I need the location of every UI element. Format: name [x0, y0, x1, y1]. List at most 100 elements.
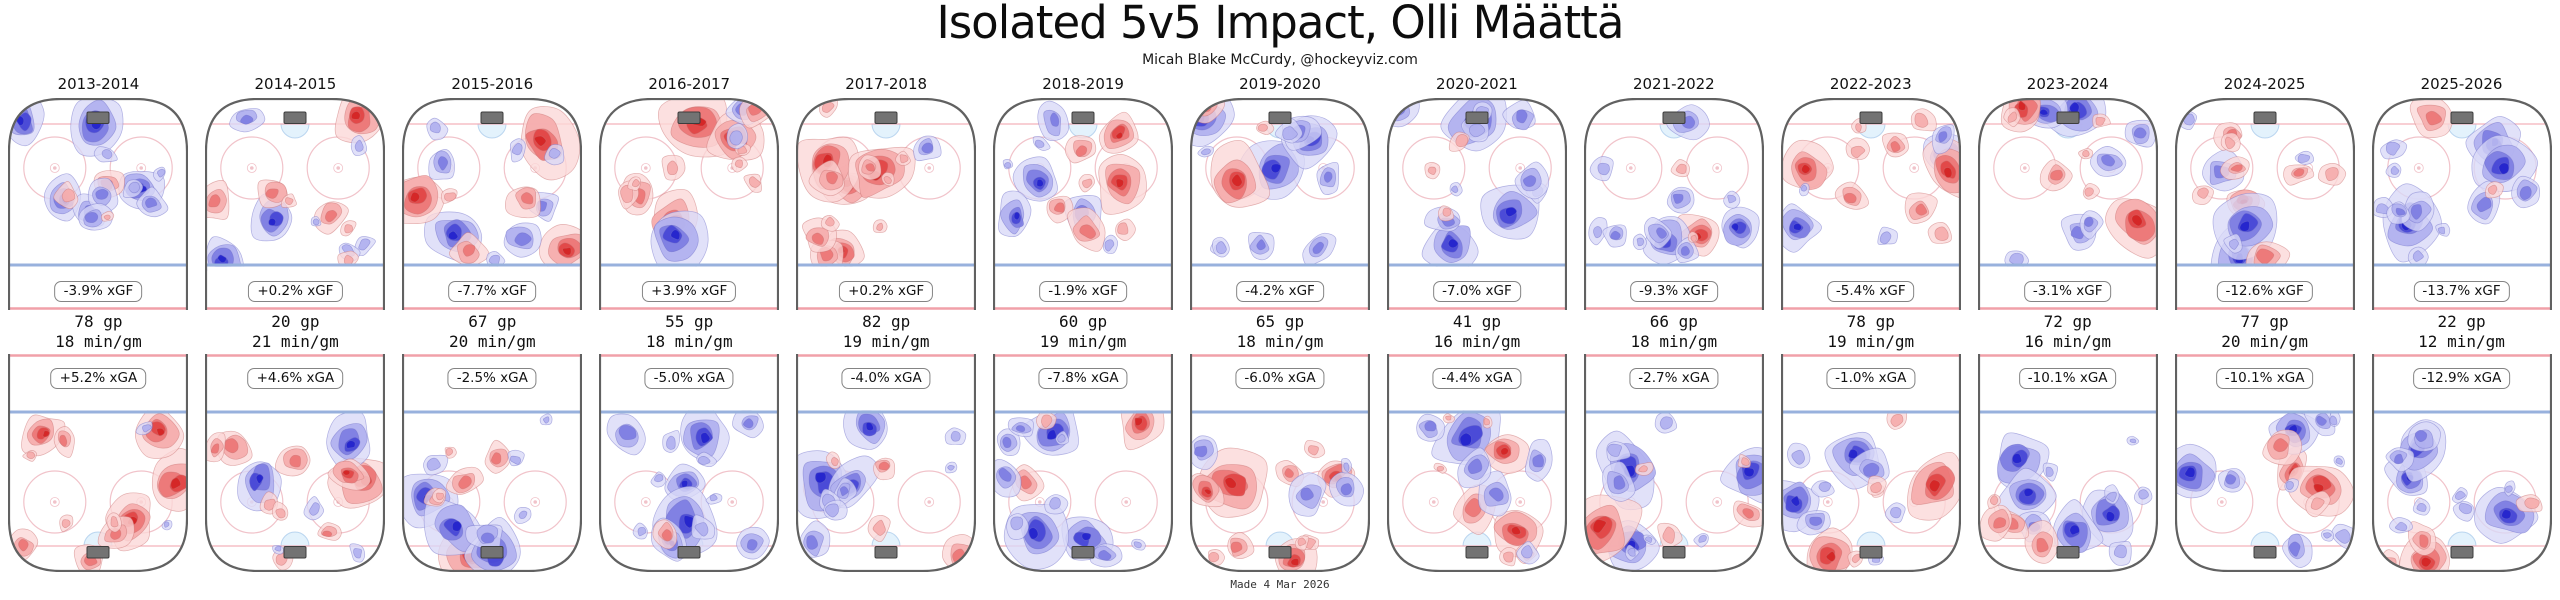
heat-blob-contour	[1013, 211, 1021, 221]
defense-rink-layers	[797, 354, 976, 571]
games-played: 60 gp	[1058, 312, 1108, 331]
defense-heatmap: +5.2% xGA	[8, 354, 189, 572]
season-label: 2024-2025	[2223, 75, 2306, 93]
faceoff-dot-icon	[927, 500, 932, 504]
heat-blob-contour	[2412, 250, 2424, 262]
games-played: 41 gp	[1452, 312, 1501, 331]
heat-blob-contour	[899, 154, 909, 164]
heat-blob-contour	[1297, 537, 1307, 546]
heat-blob-contour	[1698, 534, 1707, 543]
heat-blob-contour	[1516, 109, 1528, 124]
defense-rink-layers	[1978, 354, 2156, 566]
goal-crease-icon	[2250, 531, 2280, 547]
faceoff-circle-icon	[503, 470, 568, 534]
defense-heatmap: +4.6% xGA	[205, 354, 386, 572]
faceoff-circle-icon	[220, 136, 284, 200]
rink-boards	[2371, 98, 2552, 310]
goal-crease-icon	[280, 531, 310, 547]
defense-rink-svg	[796, 354, 977, 572]
heat-blob-contour	[1879, 231, 1892, 245]
heat-blob-contour	[1445, 415, 1452, 421]
goal-icon	[2450, 111, 2474, 124]
season-label: 2017-2018	[845, 75, 928, 93]
defense-heatmap: -10.1% xGA	[2174, 354, 2355, 572]
offense-rink-svg	[1189, 98, 1370, 310]
xgf-badge: -3.1% xGF	[2023, 281, 2112, 302]
offense-rink-layers	[601, 99, 778, 310]
heat-blob-contour	[2095, 117, 2106, 126]
heat-blob-contour	[825, 216, 835, 227]
offense-rink-layers	[1585, 104, 1762, 310]
minutes-per-game: 19 min/gm	[1039, 332, 1127, 351]
xga-badge: -5.0% xGA	[644, 368, 734, 389]
defense-rink-layers	[1584, 354, 1763, 571]
heat-blob-contour	[548, 148, 561, 159]
xga-badge: -10.1% xGA	[2215, 368, 2314, 389]
heat-blob-contour	[2288, 541, 2301, 557]
heat-blob-contour	[217, 254, 228, 263]
heat-blob-contour	[265, 188, 279, 199]
faceoff-dot-ring-icon	[1121, 497, 1132, 507]
faceoff-dot-ring-icon	[727, 497, 738, 507]
xga-badge: -4.0% xGA	[841, 368, 931, 389]
heat-blob-contour	[831, 457, 839, 467]
faceoff-dot-icon	[2416, 166, 2421, 170]
heat-blob-contour	[2454, 490, 2466, 500]
heat-blob-contour	[1231, 173, 1243, 187]
heat-blob-contour	[1388, 101, 1406, 117]
faceoff-dot-icon	[53, 166, 58, 170]
heat-blob-contour	[512, 142, 523, 156]
xgf-badge: -3.9% xGF	[54, 281, 143, 302]
offense-rink-svg	[205, 98, 386, 310]
goal-crease-icon	[2250, 123, 2280, 139]
heat-blob-contour	[2437, 226, 2445, 235]
heat-blob-contour	[2184, 466, 2195, 478]
heat-blob-contour	[62, 519, 71, 529]
goal-crease-icon	[280, 123, 310, 139]
heat-blob-contour	[2105, 511, 2115, 522]
made-date: Made 4 Mar 2026	[1230, 578, 1330, 591]
heat-blob-contour	[1215, 241, 1227, 254]
faceoff-dot-icon	[53, 500, 58, 504]
heat-blob-contour	[1450, 185, 1459, 194]
heat-blob-contour	[1522, 175, 1537, 187]
heat-blob-contour	[1028, 527, 1039, 540]
heat-blob-contour	[1036, 179, 1044, 188]
games-played: 20 gp	[271, 312, 320, 331]
goal-icon	[1071, 111, 1095, 124]
heat-blob-contour	[2017, 100, 2026, 111]
heat-blob-contour	[2228, 238, 2239, 250]
heat-blob-contour	[1046, 429, 1057, 440]
heat-blob-contour	[1791, 449, 1805, 465]
season-stats: 20 gp 21 min/gm	[197, 310, 394, 354]
heat-blob-contour	[2133, 127, 2147, 139]
xgf-badge: -12.6% xGF	[2216, 281, 2313, 302]
heat-blob-contour	[2476, 196, 2492, 213]
season-label: 2025-2026	[2420, 75, 2503, 93]
heat-blob-contour	[446, 447, 454, 456]
goal-icon	[677, 111, 701, 124]
offense-rink-svg	[1583, 98, 1764, 310]
defense-rink-svg	[205, 354, 386, 572]
heat-blob-contour	[825, 503, 840, 518]
heat-blob-contour	[2131, 214, 2143, 227]
heat-blob-contour	[170, 477, 182, 490]
offense-rink-svg	[993, 98, 1174, 310]
offense-rink-layers	[995, 100, 1172, 310]
faceoff-dot-icon	[1431, 500, 1436, 504]
rink-boards	[205, 98, 386, 310]
heat-blob-contour	[1843, 192, 1857, 204]
heat-blob-contour	[2255, 248, 2274, 265]
heat-blob-contour	[543, 416, 550, 424]
offense-rink-svg	[1977, 98, 2158, 310]
xgf-badge: -5.4% xGF	[1826, 281, 1915, 302]
heat-blob-contour	[2500, 509, 2511, 520]
faceoff-dot-ring-icon	[641, 163, 651, 173]
heat-blob-contour	[661, 529, 673, 542]
heat-blob-contour	[1323, 171, 1333, 183]
xga-badge: -2.5% xGA	[447, 368, 537, 389]
defense-rink-layers	[206, 354, 385, 571]
heat-blob-contour	[747, 539, 758, 551]
xgf-badge: +0.2% xGF	[248, 281, 343, 302]
heat-blob-contour	[667, 160, 679, 176]
